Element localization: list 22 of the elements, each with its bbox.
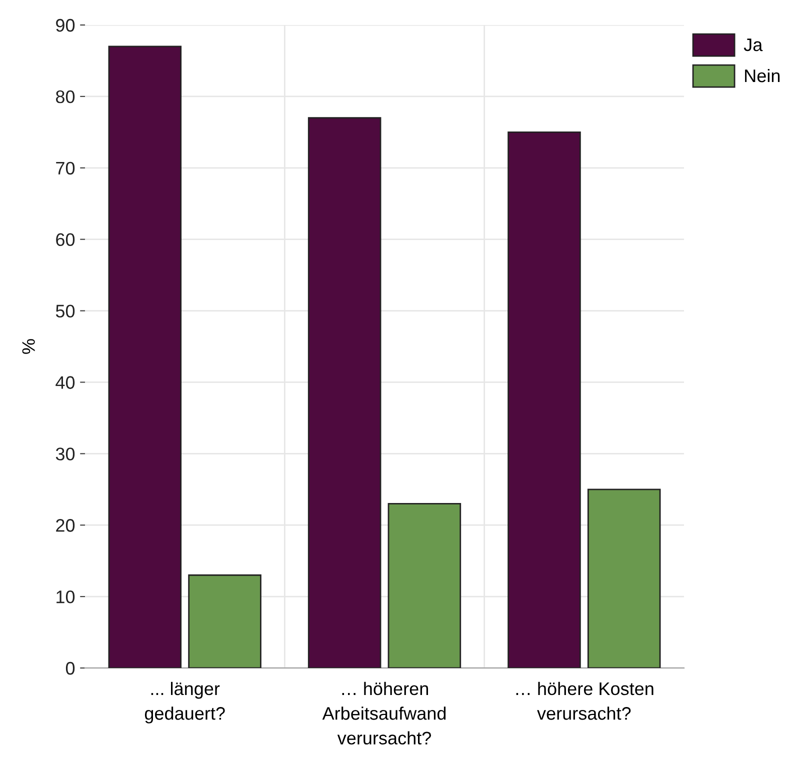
y-axis-title: % (22, 339, 35, 354)
y-tick-label: 50 (56, 304, 75, 318)
y-tick-label: 40 (56, 376, 75, 389)
y-tick-label: 30 (56, 448, 75, 460)
y-tick-label: 10 (56, 590, 75, 604)
y-tick-label: 20 (56, 519, 75, 532)
bar (508, 131, 581, 668)
legend-label: Ja (744, 38, 763, 52)
bar (188, 574, 262, 668)
y-tick-label: 60 (56, 233, 75, 246)
x-tick-label: ... länger gedauert? (144, 682, 225, 724)
bar (108, 46, 182, 668)
y-tick-label: 90 (56, 18, 75, 32)
bar (388, 502, 462, 668)
y-tick-label: 0 (66, 662, 75, 675)
y-tick-label: 80 (56, 90, 75, 104)
x-tick-label: … höhere Kosten verursacht? (516, 682, 654, 720)
bar (587, 488, 661, 668)
x-tick-label: … höheren Arbeitsaufwand verursacht? (322, 682, 446, 745)
legend-label: Nein (745, 68, 780, 82)
bar (308, 117, 382, 668)
y-tick-label: 70 (56, 162, 75, 175)
